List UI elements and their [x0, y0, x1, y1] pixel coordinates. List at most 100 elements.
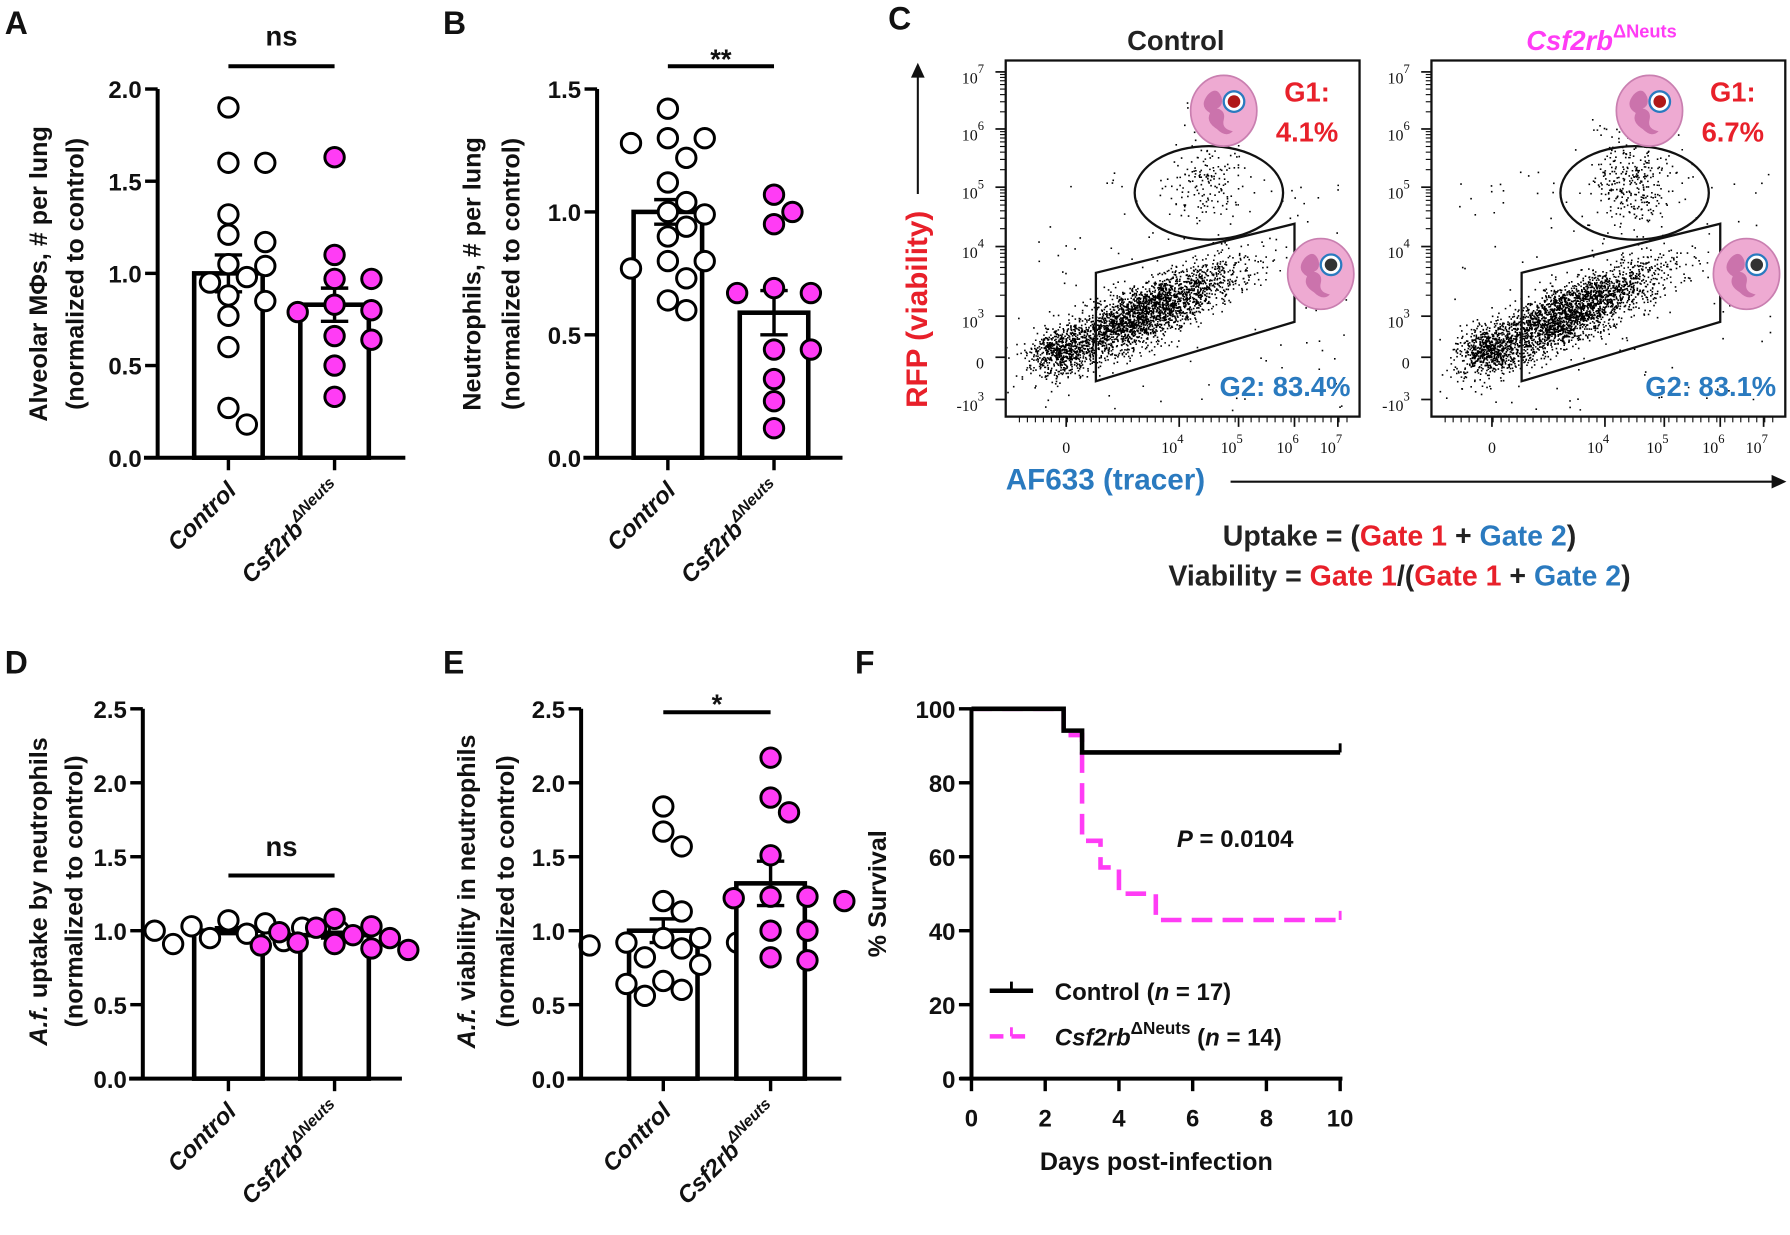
y-tick-label: 60 [929, 845, 956, 872]
x-tick-base: 10 [1646, 440, 1662, 457]
data-point [254, 151, 277, 174]
y-tick-label: 0.0 [108, 446, 141, 473]
flow-plot-title-text: Csf2rb [1526, 25, 1613, 56]
y-tick-base: 10 [962, 186, 978, 203]
y-tick-label: 1.0 [548, 200, 581, 227]
y-tick-label: 0.5 [532, 993, 565, 1020]
data-point [762, 417, 786, 440]
data-point [656, 127, 680, 150]
y-tick-base: 10 [962, 70, 978, 87]
panel-letter: D [5, 644, 28, 680]
y-tick-label: 104 [1388, 237, 1411, 262]
y-tick-exponent: 6 [1403, 119, 1409, 133]
legend-item-control: Control (n = 17) [989, 979, 1231, 1006]
y-tick-label: 20 [929, 993, 956, 1020]
data-point [652, 795, 675, 818]
data-point [323, 267, 346, 291]
gate-2-value: G2: 83.4% [1220, 371, 1351, 402]
x-tick-label: 0 [965, 1106, 978, 1133]
formula-part: Viability = [1168, 561, 1309, 593]
y-tick-label: 2.5 [94, 697, 127, 724]
data-point [759, 786, 782, 809]
data-point [762, 389, 786, 413]
flow-plot-title-text: Control [1127, 25, 1224, 56]
y-axis-label-subtitle: (normalized to control) [492, 755, 520, 1027]
data-point [217, 335, 240, 359]
y-axis-label-italic: A.f. [453, 1008, 481, 1049]
significance-label: ns [266, 21, 298, 52]
data-point [670, 835, 693, 858]
data-point [781, 200, 804, 224]
data-point [615, 931, 638, 954]
data-point [235, 265, 259, 289]
group-label: Control [162, 476, 242, 556]
legend-n-post: = 17) [1169, 979, 1231, 1006]
data-point [759, 844, 782, 867]
y-tick-exponent: 3 [1403, 390, 1409, 404]
data-point [633, 984, 657, 1007]
x-axis-arrowhead [1771, 474, 1787, 489]
group-label: Control [597, 1097, 677, 1177]
data-point [217, 909, 240, 932]
formula-part: Gate 1 [1414, 561, 1501, 593]
tracer-core [1227, 95, 1241, 108]
x-tick-label: 106 [1277, 432, 1299, 457]
data-point [180, 915, 203, 938]
flow-plot-title: Control [1127, 25, 1224, 56]
formula-viability: Viability = Gate 1/(Gate 1 + Gate 2) [1168, 561, 1630, 593]
y-tick-label: 104 [962, 237, 985, 262]
y-tick-label: 105 [1388, 177, 1410, 202]
data-point [656, 97, 680, 120]
y-axis-label-text: viability in neutrophils [453, 734, 481, 1007]
group-label-name: Control [602, 476, 682, 556]
survival-curve-knockout [971, 706, 1341, 923]
formula-part: Gate 2 [1480, 521, 1567, 553]
data-point [378, 926, 402, 950]
significance-label: ** [710, 43, 732, 74]
data-point [693, 203, 716, 226]
formula-part: ) [1621, 561, 1631, 593]
data-point [722, 886, 745, 910]
y-tick-label: 0.0 [94, 1067, 127, 1094]
y-tick-label: 103 [1388, 306, 1410, 331]
formula-part: Gate 2 [1534, 561, 1621, 593]
data-point [397, 938, 420, 962]
group-label-superscript: ΔNeuts [726, 475, 778, 527]
x-tick-label: 105 [1221, 432, 1243, 457]
gate-1-ellipse [1559, 144, 1710, 241]
gate-2-polygon [1094, 222, 1296, 383]
bar-control [191, 928, 265, 1081]
legend-superscript: ΔNeuts [1131, 1019, 1191, 1038]
x-tick-base: 10 [1746, 440, 1762, 457]
data-point [693, 127, 716, 150]
formula-part: /( [1397, 561, 1415, 593]
y-tick-label: 0.5 [548, 323, 581, 350]
x-tick-label: 4 [1112, 1106, 1126, 1133]
data-point [688, 926, 712, 950]
legend-n-pre: ( [1191, 1025, 1206, 1052]
panel-letter: A [5, 5, 28, 41]
plot-frame [1430, 59, 1787, 418]
bar-knockout [298, 932, 372, 1081]
legend-name: Control [1055, 979, 1140, 1006]
y-axis-label: RFP (viability) [901, 211, 934, 408]
flow-plot-title: Csf2rbΔNeuts [1526, 21, 1677, 57]
formula-part: ) [1567, 521, 1577, 553]
x-tick-exponent: 5 [1237, 432, 1243, 446]
gate-2-polygon [1520, 222, 1722, 383]
group-label-superscript: ΔNeuts [723, 1096, 775, 1148]
cell-nucleus [1203, 90, 1233, 135]
y-tick-base: 10 [1388, 186, 1404, 203]
formula-part: Gate 1 [1310, 561, 1397, 593]
data-point [762, 276, 786, 300]
data-point [360, 915, 383, 938]
data-point [675, 299, 698, 322]
data-point [323, 907, 346, 931]
group-label-name: Csf2rb [236, 1137, 309, 1210]
data-point [323, 354, 346, 377]
x-axis-label: AF633 (tracer) [1006, 464, 1205, 497]
x-tick-label: 106 [1702, 432, 1724, 457]
cell-body [1189, 74, 1258, 147]
